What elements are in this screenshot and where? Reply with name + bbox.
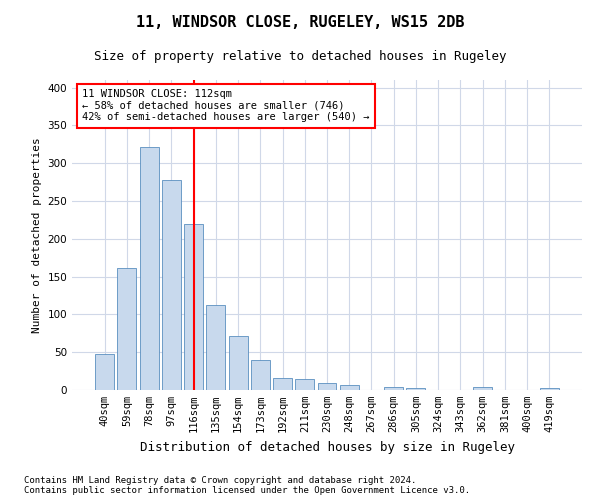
Bar bbox=[251, 360, 270, 390]
Bar bbox=[95, 354, 114, 390]
Y-axis label: Number of detached properties: Number of detached properties bbox=[32, 137, 42, 333]
Text: Contains public sector information licensed under the Open Government Licence v3: Contains public sector information licen… bbox=[24, 486, 470, 495]
Bar bbox=[540, 388, 559, 390]
Text: 11 WINDSOR CLOSE: 112sqm
← 58% of detached houses are smaller (746)
42% of semi-: 11 WINDSOR CLOSE: 112sqm ← 58% of detach… bbox=[82, 90, 370, 122]
Text: Contains HM Land Registry data © Crown copyright and database right 2024.: Contains HM Land Registry data © Crown c… bbox=[24, 476, 416, 485]
Bar bbox=[317, 383, 337, 390]
Bar bbox=[273, 378, 292, 390]
Bar bbox=[206, 304, 225, 390]
Bar bbox=[295, 378, 314, 390]
Bar bbox=[118, 268, 136, 390]
Bar bbox=[229, 336, 248, 390]
Bar bbox=[384, 387, 403, 390]
Bar bbox=[162, 180, 181, 390]
Bar bbox=[140, 148, 158, 390]
Text: 11, WINDSOR CLOSE, RUGELEY, WS15 2DB: 11, WINDSOR CLOSE, RUGELEY, WS15 2DB bbox=[136, 15, 464, 30]
Bar bbox=[340, 384, 359, 390]
Bar bbox=[473, 387, 492, 390]
Bar bbox=[184, 224, 203, 390]
Text: Size of property relative to detached houses in Rugeley: Size of property relative to detached ho… bbox=[94, 50, 506, 63]
Bar bbox=[406, 388, 425, 390]
X-axis label: Distribution of detached houses by size in Rugeley: Distribution of detached houses by size … bbox=[139, 440, 515, 454]
